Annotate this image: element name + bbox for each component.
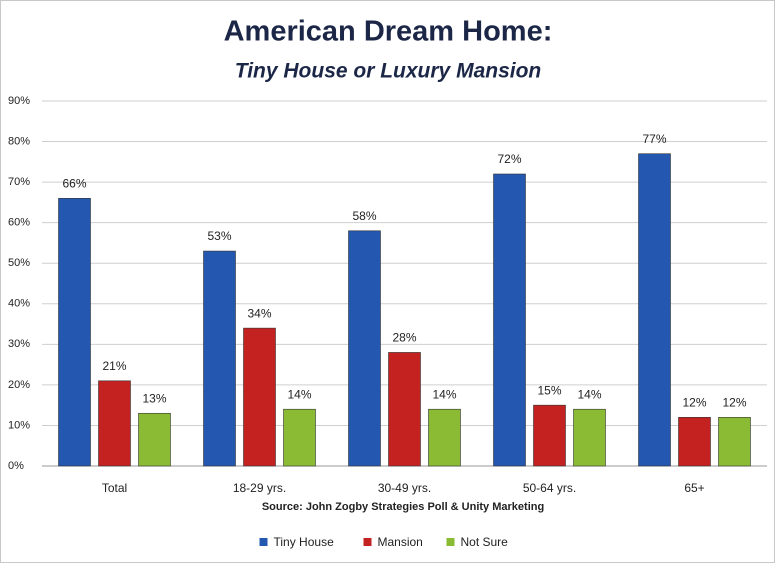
value-label: 12% <box>682 396 706 410</box>
y-tick-label: 90% <box>8 95 30 107</box>
source-note: Source: John Zogby Strategies Poll & Uni… <box>262 501 544 513</box>
bar <box>203 250 236 467</box>
value-label: 12% <box>722 396 746 410</box>
y-tick-label: 50% <box>8 257 30 269</box>
y-tick-label: 80% <box>8 135 30 147</box>
legend-swatch <box>259 538 268 546</box>
value-label: 13% <box>142 391 166 405</box>
value-label: 34% <box>247 306 271 320</box>
x-tick-label: Total <box>102 481 127 495</box>
bar <box>718 417 751 467</box>
legend-label: Mansion <box>378 535 423 549</box>
value-label: 53% <box>207 229 231 243</box>
value-label: 15% <box>537 383 561 397</box>
value-label: 14% <box>287 387 311 401</box>
value-label: 66% <box>62 177 86 191</box>
bar <box>283 408 316 467</box>
legend-swatch <box>363 538 372 546</box>
y-tick-label: 40% <box>8 298 30 310</box>
x-tick-label: 18-29 yrs. <box>233 481 286 495</box>
bar <box>98 380 131 467</box>
y-tick-label: 20% <box>8 379 30 391</box>
bar <box>388 352 421 467</box>
value-label: 14% <box>432 387 456 401</box>
bar <box>58 198 91 467</box>
bar <box>493 173 526 467</box>
bar <box>243 327 276 467</box>
value-label: 14% <box>577 387 601 401</box>
bar <box>138 412 171 467</box>
x-tick-label: 50-64 yrs. <box>523 481 576 495</box>
value-label: 77% <box>642 132 666 146</box>
legend-swatch <box>446 538 455 546</box>
chart-title: American Dream Home: <box>224 16 553 48</box>
x-tick-label: 65+ <box>684 481 704 495</box>
bar <box>428 408 461 467</box>
chart-subtitle: Tiny House or Luxury Mansion <box>235 60 542 83</box>
y-tick-label: 70% <box>8 176 30 188</box>
value-label: 28% <box>392 331 416 345</box>
bar <box>573 408 606 467</box>
value-label: 72% <box>497 152 521 166</box>
bar <box>348 230 381 467</box>
x-tick-label: 30-49 yrs. <box>378 481 431 495</box>
y-tick-label: 10% <box>8 419 30 431</box>
bar <box>533 404 566 467</box>
bar <box>678 417 711 467</box>
y-tick-label: 30% <box>8 338 30 350</box>
value-label: 21% <box>102 359 126 373</box>
legend-label: Tiny House <box>274 535 335 549</box>
value-label: 58% <box>352 209 376 223</box>
legend-label: Not Sure <box>461 535 509 549</box>
bar <box>638 153 671 467</box>
y-tick-label: 0% <box>8 460 24 472</box>
y-tick-label: 60% <box>8 217 30 229</box>
